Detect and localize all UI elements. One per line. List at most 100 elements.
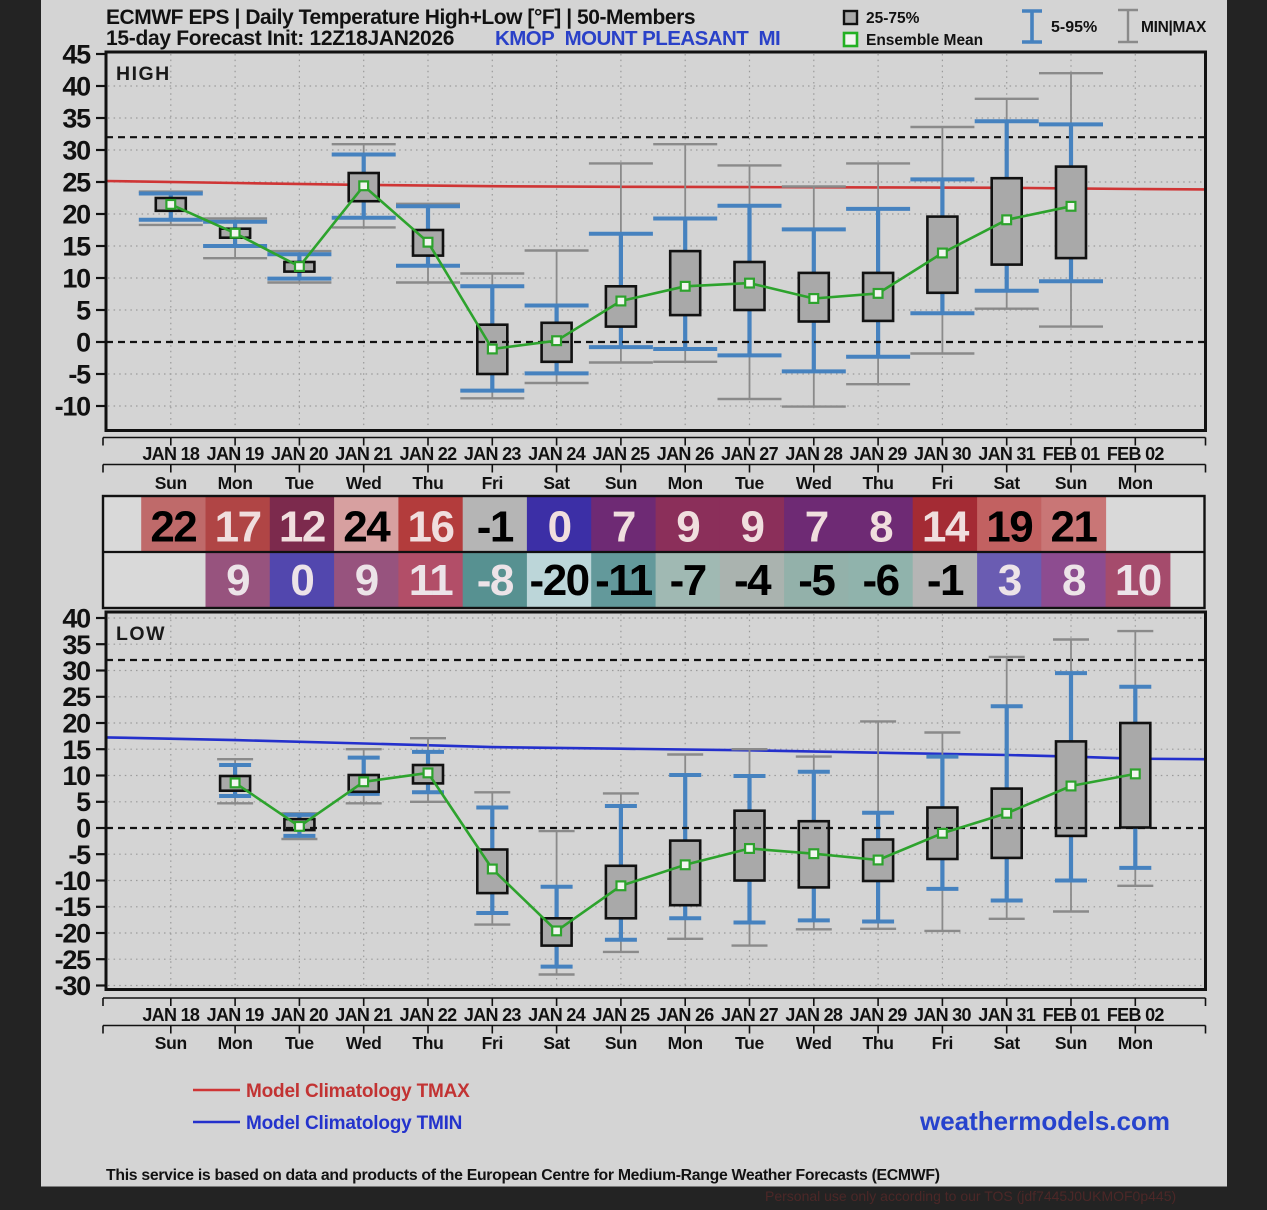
svg-text:8: 8 <box>869 503 893 552</box>
svg-text:Tue: Tue <box>735 1033 764 1053</box>
svg-text:Model Climatology TMIN: Model Climatology TMIN <box>246 1113 462 1134</box>
svg-text:-30: -30 <box>55 971 91 1001</box>
svg-text:10: 10 <box>62 264 90 294</box>
svg-text:JAN 26: JAN 26 <box>657 444 715 464</box>
svg-text:9: 9 <box>226 556 249 605</box>
svg-text:Tue: Tue <box>285 1033 314 1053</box>
svg-text:Thu: Thu <box>412 473 443 493</box>
svg-text:JAN 31: JAN 31 <box>978 1005 1036 1025</box>
svg-text:40: 40 <box>62 72 90 102</box>
svg-text:5: 5 <box>76 787 91 817</box>
svg-text:JAN 30: JAN 30 <box>914 1005 972 1025</box>
svg-text:FEB 02: FEB 02 <box>1107 444 1165 464</box>
svg-text:This service is based on data: This service is based on data and produc… <box>106 1167 940 1184</box>
svg-text:17: 17 <box>215 503 261 552</box>
svg-text:Tue: Tue <box>285 473 314 493</box>
svg-text:Mon: Mon <box>218 473 253 493</box>
svg-text:JAN 23: JAN 23 <box>464 1005 522 1025</box>
svg-text:7: 7 <box>612 503 635 552</box>
svg-text:Fri: Fri <box>932 1033 953 1053</box>
svg-text:JAN 30: JAN 30 <box>914 444 972 464</box>
svg-text:25: 25 <box>62 168 91 198</box>
svg-text:15: 15 <box>62 232 91 262</box>
svg-text:Wed: Wed <box>346 1033 382 1053</box>
svg-text:30: 30 <box>62 136 90 166</box>
svg-text:19: 19 <box>986 503 1032 552</box>
svg-text:16: 16 <box>408 503 454 552</box>
svg-text:25-75%: 25-75% <box>866 10 920 27</box>
svg-text:21: 21 <box>1051 503 1098 552</box>
svg-text:-1: -1 <box>477 503 514 552</box>
svg-text:Wed: Wed <box>796 1033 832 1053</box>
svg-text:25: 25 <box>62 682 91 712</box>
svg-text:-20: -20 <box>530 556 589 605</box>
svg-text:Thu: Thu <box>863 473 894 493</box>
svg-text:24: 24 <box>343 503 391 552</box>
svg-text:JAN 18: JAN 18 <box>142 1005 200 1025</box>
svg-text:-4: -4 <box>734 556 772 605</box>
svg-text:9: 9 <box>355 556 378 605</box>
svg-text:Wed: Wed <box>346 473 382 493</box>
svg-text:Thu: Thu <box>412 1033 443 1053</box>
svg-text:Mon: Mon <box>668 1033 703 1053</box>
svg-text:Wed: Wed <box>796 473 832 493</box>
svg-text:JAN 24: JAN 24 <box>528 444 586 464</box>
svg-text:20: 20 <box>62 709 90 739</box>
svg-text:Thu: Thu <box>863 1033 894 1053</box>
svg-text:Sun: Sun <box>1055 473 1087 493</box>
svg-text:JAN 21: JAN 21 <box>335 1005 393 1025</box>
svg-text:JAN 27: JAN 27 <box>721 1005 779 1025</box>
svg-text:0: 0 <box>76 814 90 844</box>
svg-text:5-95%: 5-95% <box>1051 19 1097 36</box>
svg-text:Ensemble Mean: Ensemble Mean <box>866 32 983 49</box>
svg-text:Sat: Sat <box>994 473 1021 493</box>
svg-text:Mon: Mon <box>1118 473 1153 493</box>
svg-text:Mon: Mon <box>668 473 703 493</box>
svg-text:FEB 02: FEB 02 <box>1107 1005 1165 1025</box>
svg-text:-20: -20 <box>55 919 91 949</box>
svg-text:Fri: Fri <box>482 1033 503 1053</box>
svg-text:11: 11 <box>409 556 454 605</box>
svg-text:9: 9 <box>741 503 764 552</box>
svg-text:Sun: Sun <box>1055 1033 1087 1053</box>
svg-text:22: 22 <box>150 503 196 552</box>
svg-text:Sun: Sun <box>155 473 187 493</box>
svg-text:Mon: Mon <box>218 1033 253 1053</box>
svg-text:-10: -10 <box>55 392 91 422</box>
svg-text:-8: -8 <box>477 556 514 605</box>
svg-text:-7: -7 <box>670 556 706 605</box>
svg-text:weathermodels.com: weathermodels.com <box>919 1106 1170 1136</box>
svg-text:-5: -5 <box>68 360 91 390</box>
svg-text:15-day Forecast Init: 12Z18JAN: 15-day Forecast Init: 12Z18JAN2026 <box>106 27 454 50</box>
svg-text:JAN 24: JAN 24 <box>528 1005 586 1025</box>
svg-text:JAN 20: JAN 20 <box>271 1005 329 1025</box>
svg-text:-1: -1 <box>927 556 964 605</box>
svg-text:Sun: Sun <box>605 1033 637 1053</box>
svg-text:30: 30 <box>62 656 90 686</box>
svg-text:JAN 26: JAN 26 <box>657 1005 715 1025</box>
svg-text:14: 14 <box>922 503 970 552</box>
svg-text:40: 40 <box>62 604 90 634</box>
svg-text:JAN 22: JAN 22 <box>400 444 458 464</box>
svg-text:-6: -6 <box>863 556 899 605</box>
svg-text:JAN 27: JAN 27 <box>721 444 779 464</box>
svg-text:Personal use only according to: Personal use only according to our TOS (… <box>765 1188 1176 1204</box>
svg-text:10: 10 <box>1115 556 1161 605</box>
svg-text:HIGH: HIGH <box>116 63 171 85</box>
svg-text:LOW: LOW <box>116 623 166 645</box>
svg-text:7: 7 <box>805 503 828 552</box>
svg-text:JAN 31: JAN 31 <box>978 444 1036 464</box>
svg-text:JAN 19: JAN 19 <box>207 444 265 464</box>
svg-text:-10: -10 <box>55 866 91 896</box>
svg-text:JAN 25: JAN 25 <box>592 444 650 464</box>
svg-text:JAN 29: JAN 29 <box>850 444 908 464</box>
svg-text:JAN 29: JAN 29 <box>850 1005 908 1025</box>
svg-text:Fri: Fri <box>932 473 953 493</box>
svg-text:JAN 23: JAN 23 <box>464 444 522 464</box>
svg-text:Model Climatology TMAX: Model Climatology TMAX <box>246 1081 470 1102</box>
svg-text:KMOP MOUNT PLEASANT MI: KMOP MOUNT PLEASANT MI <box>495 27 780 50</box>
svg-text:0: 0 <box>548 503 571 552</box>
svg-text:Sun: Sun <box>155 1033 187 1053</box>
svg-text:12: 12 <box>279 503 325 552</box>
svg-text:JAN 18: JAN 18 <box>142 444 200 464</box>
